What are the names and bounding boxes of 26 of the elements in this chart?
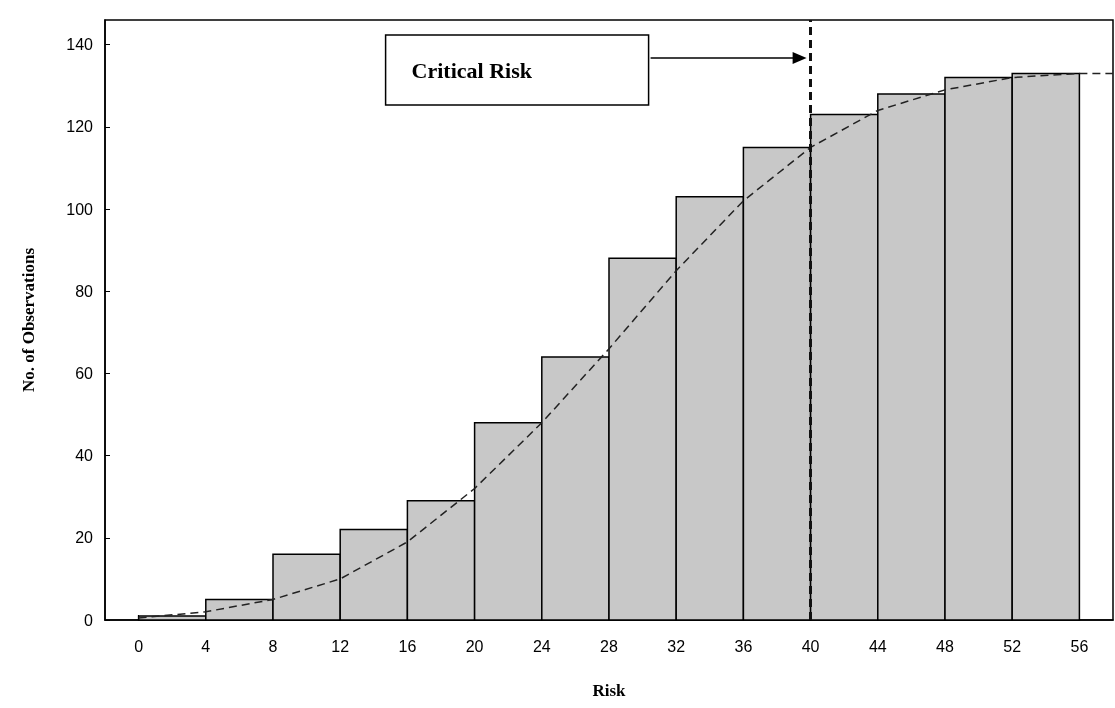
y-tick-label: 140 — [66, 36, 94, 54]
x-tick-label: 12 — [331, 637, 350, 655]
x-tick-label: 28 — [600, 637, 618, 655]
y-tick-label: 80 — [75, 282, 94, 300]
y-tick-label: 0 — [84, 611, 94, 629]
x-tick-label: 36 — [734, 637, 753, 655]
x-tick-label: 52 — [1003, 637, 1022, 655]
y-tick-label: 100 — [66, 200, 94, 218]
x-tick-label: 48 — [936, 637, 954, 655]
x-tick-label: 32 — [667, 637, 686, 655]
x-tick-label: 44 — [868, 637, 887, 655]
x-tick-label: 4 — [201, 637, 211, 655]
x-tick-label: 20 — [465, 637, 484, 655]
x-tick-label: 56 — [1070, 637, 1089, 655]
x-tick-label: 16 — [398, 637, 417, 655]
y-tick-label: 60 — [75, 364, 94, 382]
y-tick-label: 20 — [75, 529, 94, 547]
y-tick-label: 40 — [75, 447, 94, 465]
x-axis-title: Risk — [592, 681, 627, 700]
x-tick-label: 8 — [268, 637, 278, 655]
x-tick-label: 24 — [532, 637, 551, 655]
x-tick-label: 40 — [801, 637, 820, 655]
y-axis-title: No. of Observations — [19, 247, 38, 393]
ref-line-label: Critical Risk — [411, 57, 533, 83]
y-tick-label: 120 — [66, 118, 94, 136]
x-tick-label: 0 — [134, 637, 144, 655]
